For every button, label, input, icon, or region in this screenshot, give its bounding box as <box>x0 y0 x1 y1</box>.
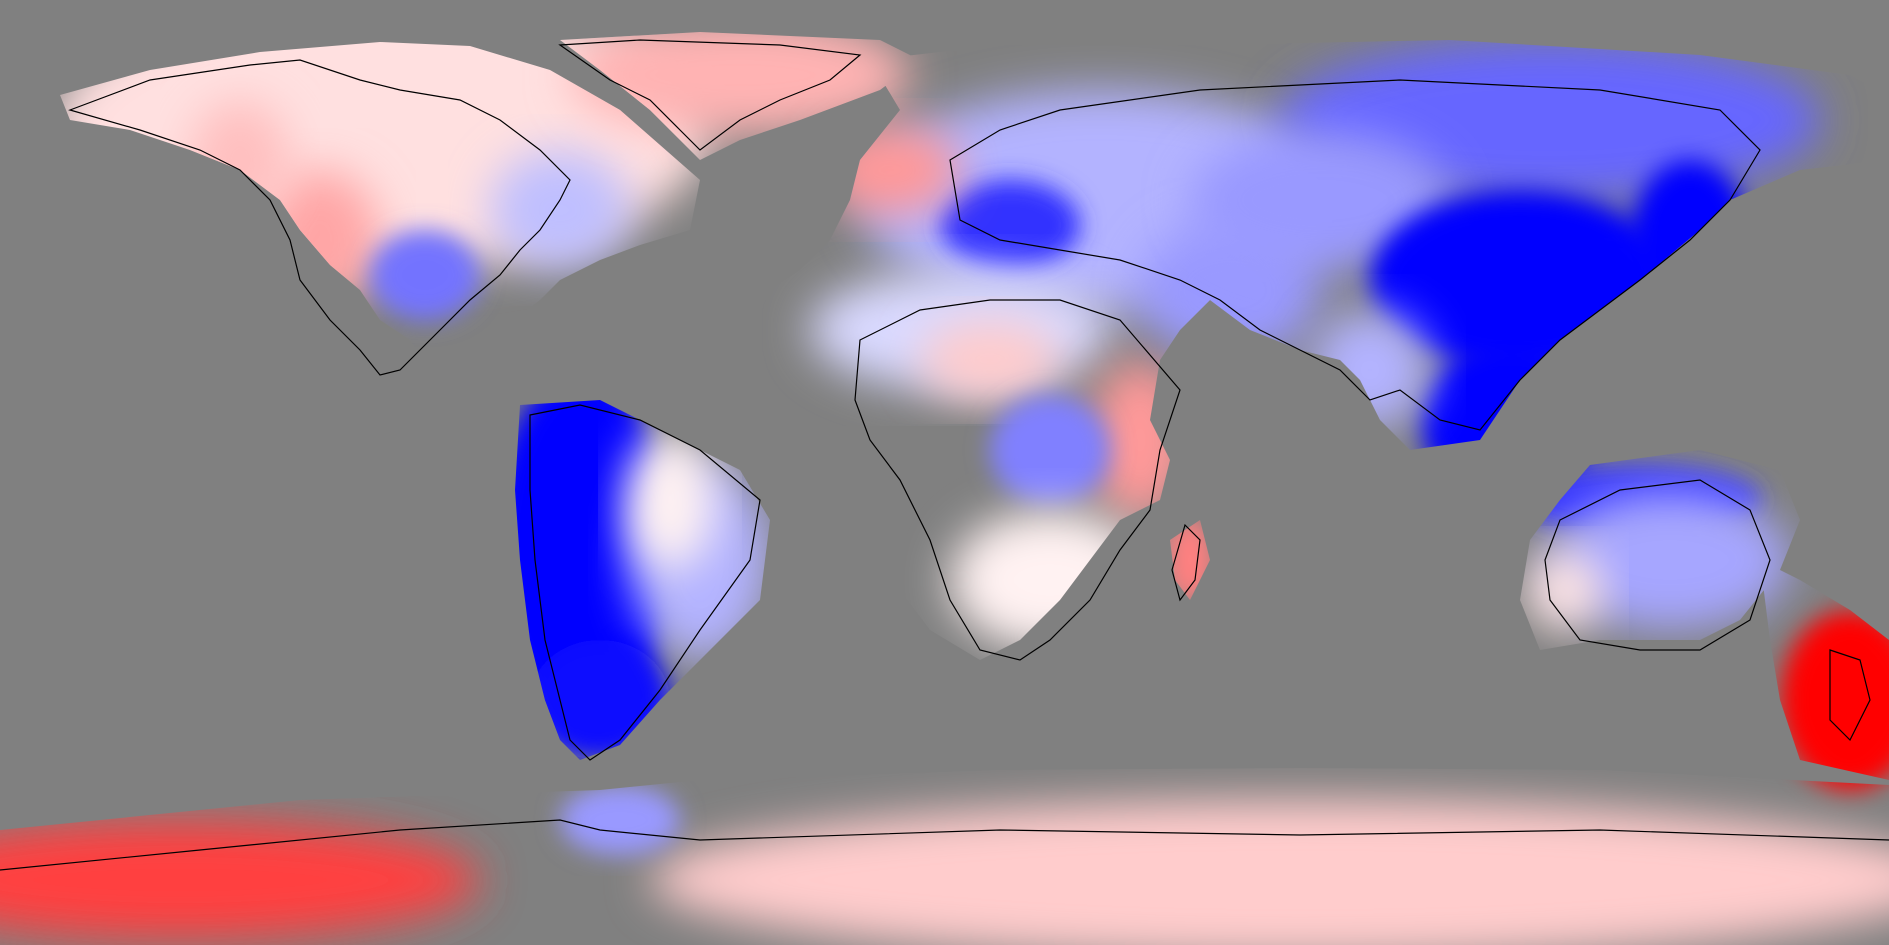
coastline-europe-asia <box>949 79 1761 431</box>
coastline-madagascar <box>1171 523 1201 602</box>
coastline-north-america <box>68 59 571 376</box>
region-usa-east <box>490 150 630 270</box>
coastline-new-zealand <box>1829 649 1871 742</box>
region-australia <box>1550 490 1790 630</box>
region-antarctica-west <box>0 820 480 940</box>
coastline-africa <box>854 299 1181 661</box>
region-brazil-east <box>625 430 715 570</box>
region-italy-alps <box>940 180 1080 270</box>
region-australia-west <box>1525 550 1605 630</box>
region-antarctica-east <box>650 800 1889 945</box>
coastline-australia <box>1544 479 1771 651</box>
coastline-greenland <box>558 39 862 151</box>
coastline-south-america <box>529 404 761 761</box>
region-south-america-west <box>490 370 670 730</box>
region-sahara <box>920 320 1060 400</box>
region-new-zealand <box>1780 610 1889 790</box>
region-central-asia <box>1190 130 1450 270</box>
region-usa-central <box>370 230 480 320</box>
region-central-africa <box>990 395 1110 505</box>
coastlines <box>0 39 1889 871</box>
coastline-antarctica <box>0 819 1889 871</box>
region-antarctic-peninsula <box>560 785 680 855</box>
